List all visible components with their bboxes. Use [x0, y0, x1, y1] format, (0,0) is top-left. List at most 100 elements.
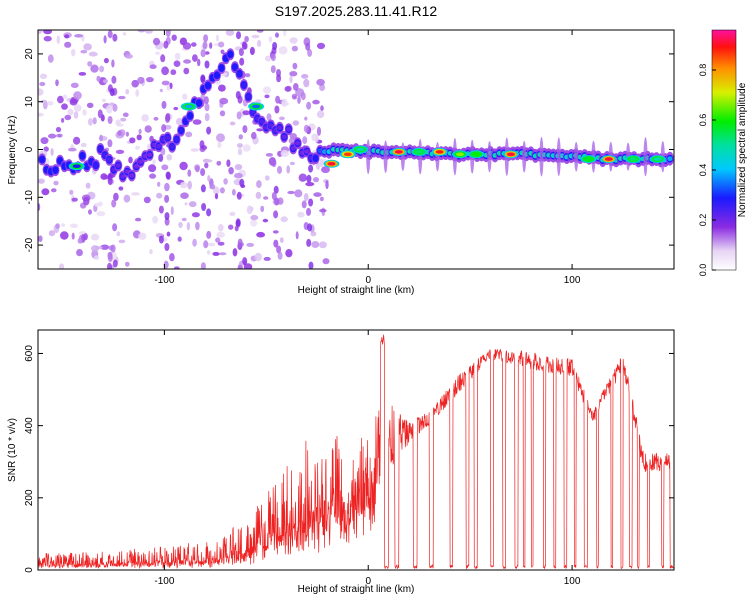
heatmap-streak-blob [270, 65, 276, 74]
heatmap-noise-blob [217, 224, 224, 232]
heatmap-noise-blob [61, 117, 65, 123]
y-tick-label: 20 [24, 48, 35, 60]
heatmap-noise-blob [55, 79, 59, 87]
heatmap-streak-blob [111, 199, 117, 208]
heatmap-streak-blob [242, 41, 247, 50]
heatmap-noise-blob [68, 147, 77, 152]
heatmap-noise-blob [291, 45, 298, 52]
heatmap-noise-blob [242, 110, 250, 116]
heatmap-noise-blob [144, 125, 152, 133]
heatmap-noise-blob [260, 205, 265, 213]
x-tick-label: 0 [365, 576, 371, 587]
colorbar-tick-label: 0.0 [698, 264, 708, 277]
heatmap-noise-blob [157, 181, 161, 187]
heatmap-noise-blob [207, 175, 211, 182]
heatmap-noise-blob [244, 35, 249, 43]
heatmap-noise-blob [242, 144, 251, 152]
heatmap-streak-blob [239, 57, 245, 66]
heatmap-noise-blob [80, 142, 87, 148]
heatmap-ridge-core [236, 71, 242, 77]
heatmap-streak-blob [308, 164, 314, 173]
colorbar-tick-label: 0.2 [698, 214, 708, 227]
heatmap-streak-blob [200, 168, 206, 177]
heatmap-noise-blob [125, 54, 133, 59]
heatmap-noise-blob [197, 58, 201, 67]
heatmap-streak-blob [107, 262, 112, 269]
heatmap-noise-blob [206, 250, 211, 255]
heatmap-ridge-core [214, 72, 220, 78]
heatmap-noise-blob [96, 75, 101, 82]
heatmap-ridge-core [93, 162, 99, 168]
heatmap-noise-blob [179, 161, 188, 171]
heatmap-noise-blob [264, 94, 270, 99]
heatmap-streak-blob [242, 257, 248, 266]
heatmap-streak-blob [276, 245, 282, 254]
heatmap-noise-blob [39, 81, 46, 87]
heatmap-noise-blob [186, 222, 191, 231]
heatmap-noise-blob [85, 182, 91, 189]
heatmap-streak-blob [203, 96, 209, 105]
heatmap-ridge-core [120, 174, 126, 179]
heatmap-ridge-core [277, 125, 283, 131]
heatmap-streak-blob [306, 101, 312, 110]
heatmap-noise-blob [38, 88, 44, 96]
heatmap-peak [72, 164, 81, 168]
heatmap-noise-blob [232, 248, 238, 257]
heatmap-ridge-core [259, 119, 265, 125]
heatmap-noise-blob [311, 241, 320, 248]
heatmap-noise-blob [38, 112, 44, 117]
heatmap-noise-blob [38, 235, 43, 242]
heatmap-streak-blob [307, 223, 313, 232]
heatmap-noise-blob [280, 216, 288, 223]
heatmap-streak-blob [236, 191, 242, 200]
heatmap-noise-blob [209, 42, 213, 49]
heatmap-noise-blob [185, 131, 193, 138]
heatmap-noise-blob [213, 186, 220, 195]
heatmap-ridge-core [187, 113, 193, 119]
heatmap-noise-blob [101, 98, 106, 103]
heatmap-noise-blob [319, 208, 327, 213]
heatmap-noise-blob [67, 108, 74, 116]
heatmap-noise-blob [156, 192, 163, 199]
heatmap-noise-blob [137, 76, 145, 84]
heatmap-noise-blob [73, 111, 79, 119]
heatmap-streak-blob [161, 124, 167, 133]
heatmap-noise-blob [161, 80, 170, 86]
heatmap-noise-blob [100, 244, 110, 250]
heatmap-noise-blob [283, 30, 287, 37]
heatmap-noise-blob [284, 86, 291, 92]
heatmap-noise-blob [310, 231, 317, 237]
heatmap-spike [574, 141, 579, 172]
heatmap-noise-blob [204, 159, 213, 163]
heatmap-noise-blob [182, 42, 192, 50]
heatmap-noise-blob [207, 242, 216, 247]
heatmap-noise-blob [128, 156, 133, 164]
heatmap-peak [584, 157, 593, 161]
heatmap-noise-blob [195, 221, 200, 231]
heatmap-noise-blob [192, 238, 197, 247]
heatmap-peak [435, 150, 444, 154]
heatmap-streak-blob [164, 194, 170, 203]
heatmap-ridge-core [106, 157, 112, 163]
heatmap-ridge-core [227, 51, 233, 57]
heatmap-noise-blob [173, 60, 181, 67]
heatmap-noise-blob [178, 221, 183, 228]
heatmap-ridge-core [52, 167, 59, 173]
spectrogram-xlabel: Height of straight line (km) [298, 285, 415, 296]
heatmap-noise-blob [74, 34, 83, 38]
heatmap-noise-blob [262, 86, 272, 94]
heatmap-streak-blob [308, 198, 314, 207]
heatmap-noise-blob [217, 241, 225, 246]
heatmap-peak [394, 150, 403, 154]
y-tick-label: 0 [24, 146, 35, 152]
heatmap-noise-blob [99, 65, 105, 73]
heatmap-noise-blob [136, 134, 142, 141]
heatmap-noise-blob [183, 59, 192, 64]
heatmap-noise-blob [115, 119, 121, 126]
heatmap-streak-blob [273, 185, 279, 194]
heatmap-noise-blob [38, 203, 41, 211]
spectrogram-ylabel: Frequency (Hz) [7, 116, 18, 185]
snr-panel: -100 0 100 0 200 400 600 Height of straight li… [7, 329, 675, 595]
heatmap-streak-blob [274, 105, 280, 114]
